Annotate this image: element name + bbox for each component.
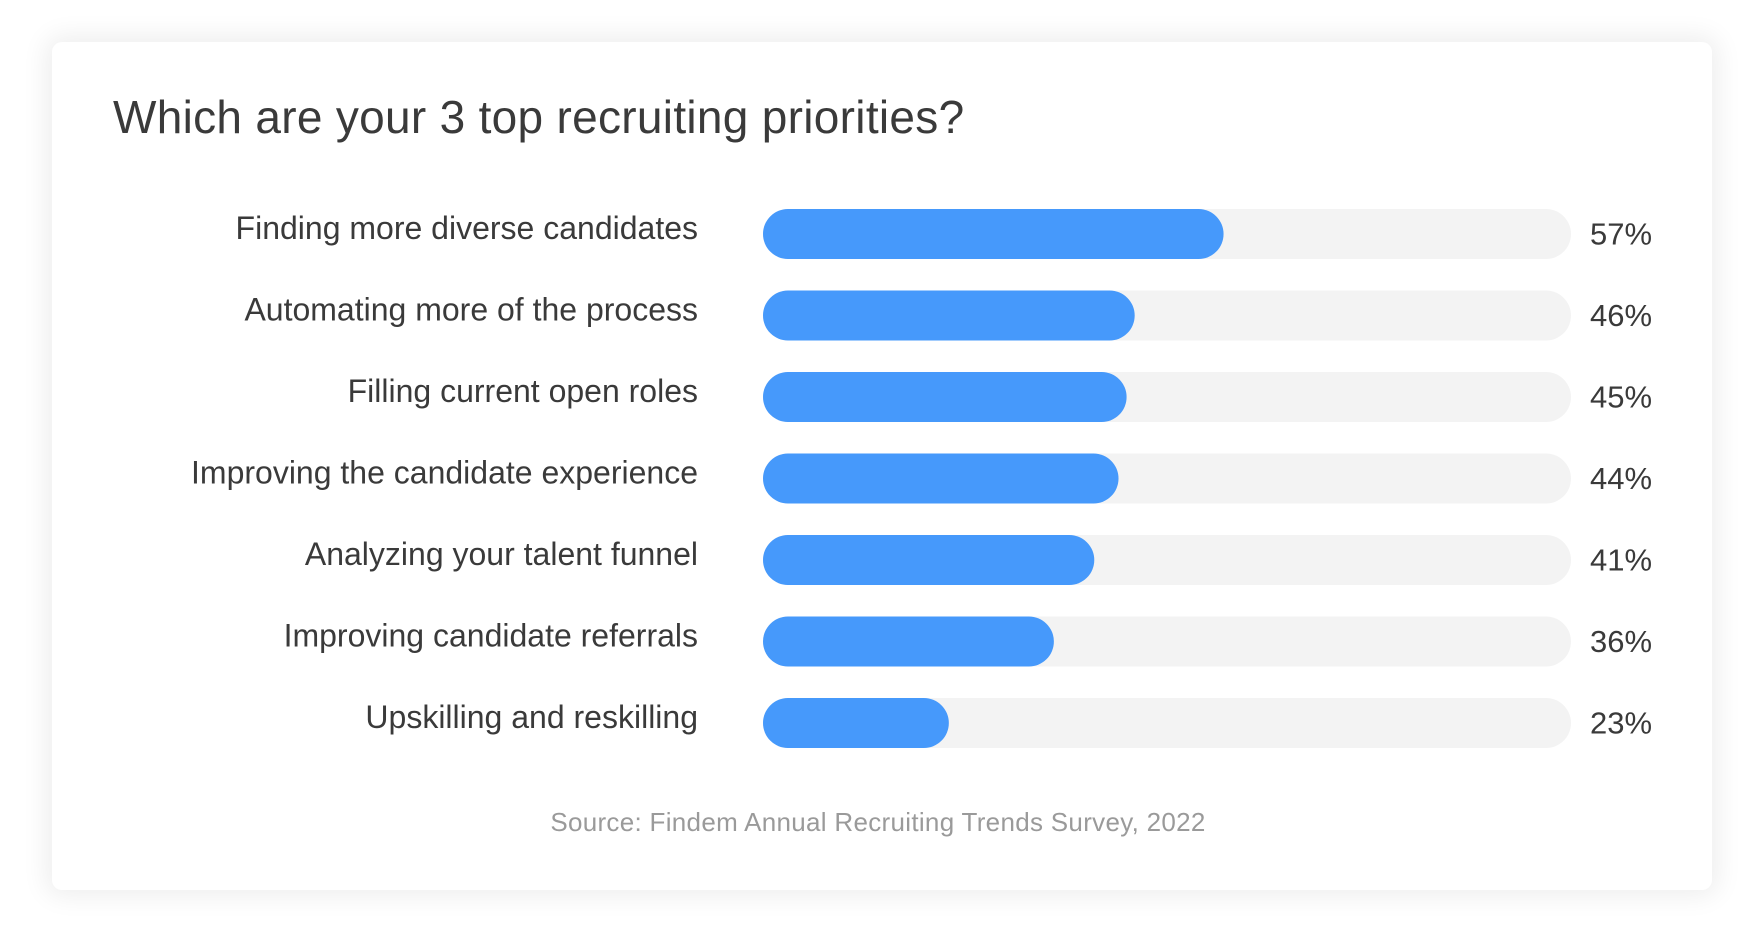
value-label: 44% [1590, 461, 1652, 496]
bar [763, 616, 1054, 667]
value-label: 46% [1590, 298, 1652, 333]
category-label: Analyzing your talent funnel [305, 536, 698, 572]
source-note: Source: Findem Annual Recruiting Trends … [550, 807, 1206, 837]
category-label: Filling current open roles [348, 373, 698, 409]
chart-title: Which are your 3 top recruiting prioriti… [113, 91, 965, 143]
bar [763, 453, 1119, 504]
bar [763, 209, 1224, 259]
bar [763, 698, 949, 748]
category-label: Improving the candidate experience [191, 455, 698, 491]
category-label: Improving candidate referrals [284, 618, 698, 654]
value-label: 41% [1590, 543, 1652, 578]
value-label: 57% [1590, 217, 1652, 252]
value-label: 23% [1590, 706, 1652, 741]
category-label: Finding more diverse candidates [236, 210, 698, 246]
bar-track [763, 698, 1571, 748]
bar [763, 535, 1095, 585]
value-label: 36% [1590, 624, 1652, 659]
bar [763, 290, 1135, 341]
bar [763, 372, 1127, 422]
category-label: Automating more of the process [244, 292, 698, 328]
category-label: Upskilling and reskilling [365, 699, 698, 735]
value-label: 45% [1590, 380, 1652, 415]
